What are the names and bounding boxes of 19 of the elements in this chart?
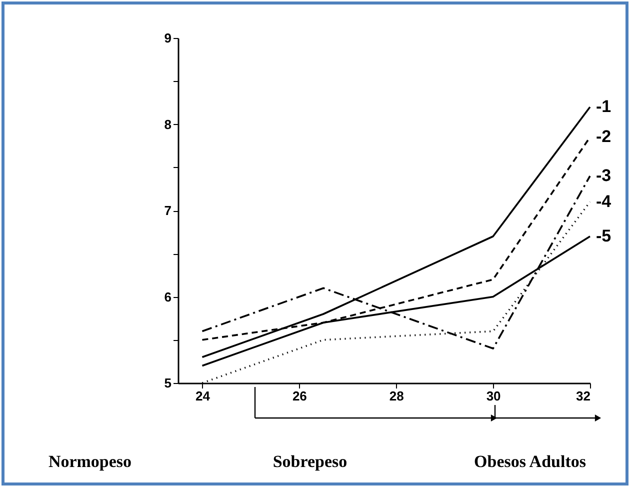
x-tick-label: 28 bbox=[389, 388, 404, 404]
series-label: -4 bbox=[596, 192, 612, 211]
y-tick-label: 6 bbox=[164, 289, 172, 304]
line-series bbox=[201, 106, 591, 358]
text: Sobrepeso bbox=[272, 452, 348, 471]
series-label: -1 bbox=[596, 97, 612, 116]
x-tick-label: 26 bbox=[292, 388, 307, 404]
series-label: -3 bbox=[596, 166, 612, 185]
text: Obesos Adultos bbox=[474, 452, 586, 471]
x-tick-label: 32 bbox=[576, 388, 590, 404]
y-tick-label: 8 bbox=[164, 116, 172, 132]
y-tick-label: 9 bbox=[164, 30, 172, 46]
series-label: -5 bbox=[596, 226, 612, 246]
x-tick-label: 30 bbox=[486, 388, 501, 404]
y-tick-label: 5 bbox=[164, 376, 172, 390]
y-tick-label: 7 bbox=[164, 203, 172, 218]
series-label: -2 bbox=[596, 127, 612, 146]
x-tick-label: 24 bbox=[196, 388, 211, 404]
text: Normopeso bbox=[48, 452, 132, 471]
